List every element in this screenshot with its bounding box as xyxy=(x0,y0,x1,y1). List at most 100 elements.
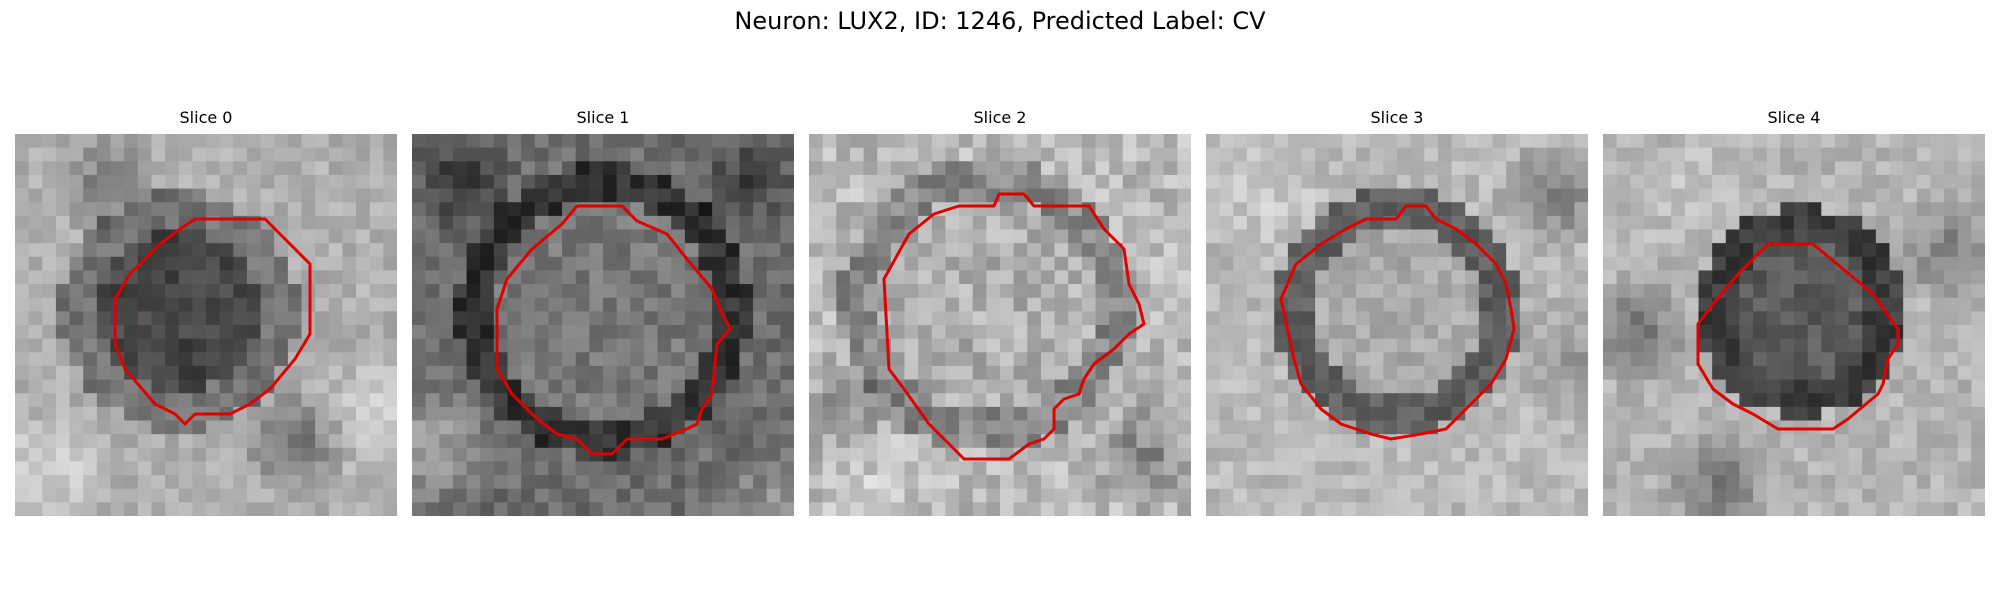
pixel xyxy=(1109,502,1124,516)
pixel xyxy=(589,270,604,285)
pixel xyxy=(986,256,1001,272)
pixel xyxy=(1109,420,1124,435)
pixel xyxy=(1971,229,1985,244)
pixel xyxy=(1712,488,1727,503)
pixel xyxy=(1889,461,1904,476)
pixel xyxy=(1233,270,1248,285)
pixel xyxy=(1957,147,1972,162)
pixel xyxy=(1040,406,1056,422)
pixel xyxy=(1944,338,1959,353)
pixel xyxy=(603,502,618,516)
pixel xyxy=(684,229,700,244)
pixel xyxy=(1807,447,1822,463)
pixel xyxy=(1657,202,1672,217)
pixel xyxy=(1574,161,1588,176)
pixel xyxy=(507,229,522,244)
pixel xyxy=(534,229,550,244)
pixel xyxy=(1342,393,1357,408)
pixel xyxy=(616,461,631,476)
pixel xyxy=(1136,406,1151,422)
pixel xyxy=(863,256,878,272)
pixel xyxy=(1712,188,1727,203)
pixel xyxy=(739,134,754,149)
pixel xyxy=(1301,475,1316,490)
pixel xyxy=(1519,202,1535,217)
pixel xyxy=(809,447,824,463)
pixel xyxy=(1766,134,1781,149)
pixel xyxy=(766,215,781,231)
pixel xyxy=(534,325,550,340)
pixel xyxy=(1246,475,1262,490)
pixel xyxy=(836,447,851,463)
pixel xyxy=(1424,270,1439,285)
pixel xyxy=(83,284,98,299)
pixel xyxy=(959,243,974,258)
pixel xyxy=(15,434,30,449)
pixel xyxy=(1889,365,1904,381)
pixel xyxy=(616,284,631,299)
pixel xyxy=(1027,229,1042,244)
pixel xyxy=(1630,379,1645,394)
pixel xyxy=(1698,447,1713,463)
pixel xyxy=(1465,420,1480,435)
pixel xyxy=(1492,475,1507,490)
pixel xyxy=(1315,134,1330,149)
pixel xyxy=(575,243,590,258)
pixel xyxy=(1848,229,1863,244)
pixel xyxy=(83,243,98,258)
pixel xyxy=(1081,406,1097,422)
pixel xyxy=(425,461,440,476)
pixel xyxy=(1068,243,1083,258)
pixel xyxy=(137,475,153,490)
pixel xyxy=(1862,447,1877,463)
pixel xyxy=(1930,215,1945,231)
pixel xyxy=(1437,297,1453,312)
pixel xyxy=(315,488,330,503)
pixel xyxy=(1000,188,1015,203)
pixel xyxy=(1177,338,1191,353)
pixel xyxy=(657,393,672,408)
pixel xyxy=(1698,256,1713,272)
pixel xyxy=(1821,174,1836,190)
pixel xyxy=(1603,134,1618,149)
pixel xyxy=(1671,188,1686,203)
pixel xyxy=(1274,174,1289,190)
pixel xyxy=(42,420,57,435)
pixel xyxy=(753,297,768,312)
pixel xyxy=(1930,256,1945,272)
pixel xyxy=(1040,488,1056,503)
pixel xyxy=(124,270,139,285)
pixel xyxy=(233,134,248,149)
pixel xyxy=(260,188,275,203)
pixel xyxy=(1260,379,1275,394)
pixel xyxy=(96,174,112,190)
pixel xyxy=(822,447,837,463)
pixel xyxy=(1246,243,1262,258)
pixel xyxy=(383,256,397,272)
pixel xyxy=(657,420,672,435)
pixel xyxy=(521,284,536,299)
pixel xyxy=(1971,311,1985,326)
pixel xyxy=(301,229,316,244)
pixel xyxy=(1739,243,1754,258)
pixel xyxy=(328,420,344,435)
pixel xyxy=(1122,461,1138,476)
pixel xyxy=(1027,475,1042,490)
pixel xyxy=(1260,502,1275,516)
pixel xyxy=(1068,365,1083,381)
pixel xyxy=(1862,325,1877,340)
pixel xyxy=(1274,256,1289,272)
pixel xyxy=(575,447,590,463)
pixel xyxy=(287,147,303,162)
pixel xyxy=(589,243,604,258)
pixel xyxy=(480,284,495,299)
pixel xyxy=(356,365,371,381)
pixel xyxy=(1260,147,1275,162)
pixel xyxy=(822,188,837,203)
pixel xyxy=(1875,434,1891,449)
pixel xyxy=(753,284,768,299)
pixel xyxy=(1150,229,1165,244)
pixel xyxy=(1712,134,1727,149)
pixel xyxy=(1875,256,1891,272)
pixel xyxy=(1821,311,1836,326)
